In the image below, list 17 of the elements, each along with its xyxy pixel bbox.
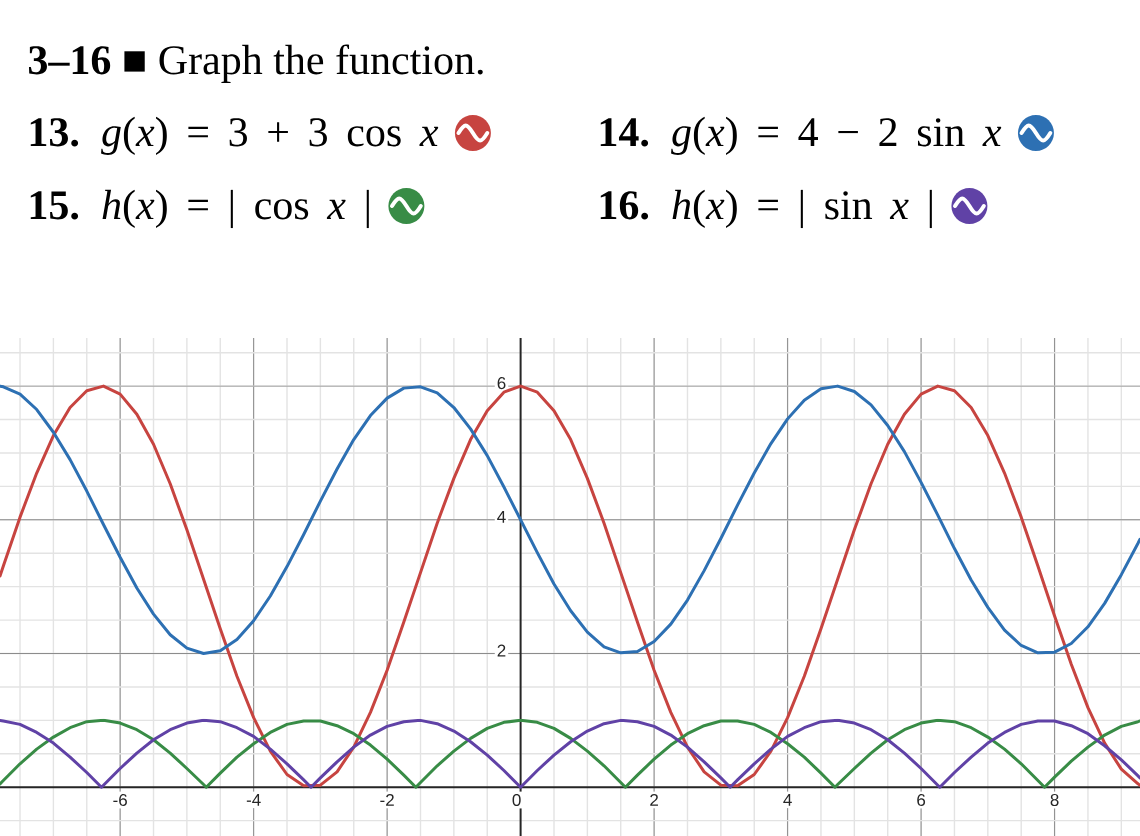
y-tick-label: 2 [497, 644, 506, 657]
legend-label: 14. g(x) = 4 − 2 sin x [600, 116, 1002, 155]
legend-label: 15. h(x) = | cos x | [30, 189, 369, 229]
legend-label: 16. h(x) = | sin x | [600, 189, 932, 229]
x-tick-label: 8 [1050, 794, 1059, 807]
x-tick-label: 4 [783, 794, 792, 806]
y-tick-label: 4 [497, 510, 506, 523]
x-tick-label: 0 [512, 794, 521, 807]
x-tick-label: -6 [113, 794, 127, 807]
chart-title: 3–16 ■ Graph the function. [28, 44, 483, 83]
x-tick-label: -2 [380, 794, 394, 806]
x-tick-label: -4 [246, 794, 261, 806]
line-series [0, 718, 1140, 789]
x-tick-label: 6 [917, 794, 926, 807]
y-tick-label: 6 [497, 377, 506, 390]
x-tick-label: 2 [650, 794, 658, 806]
legend-label: 13. g(x) = 3 + 3 cos x [30, 116, 439, 155]
